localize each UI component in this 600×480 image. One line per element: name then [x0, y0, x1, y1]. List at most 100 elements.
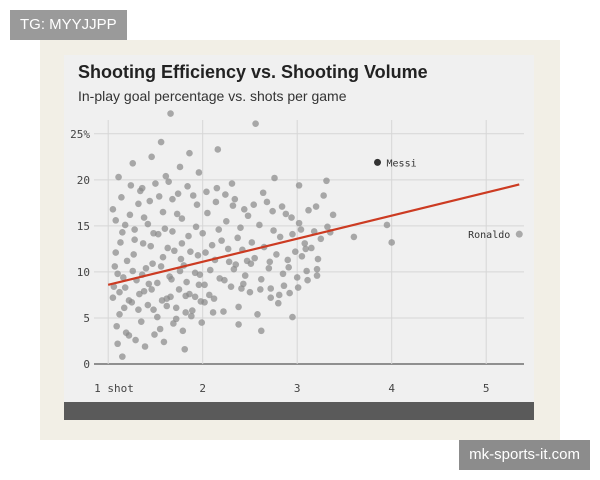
- data-point: [323, 177, 330, 185]
- data-point: [184, 182, 191, 190]
- data-point: [114, 340, 121, 348]
- data-point: [252, 120, 259, 127]
- data-point: [125, 297, 133, 304]
- data-point: [189, 192, 197, 199]
- data-point: [201, 299, 208, 306]
- data-point: [210, 295, 218, 302]
- data-point: [192, 223, 200, 231]
- data-point: [289, 230, 296, 238]
- data-point: [164, 244, 172, 252]
- data-point: [182, 309, 189, 316]
- data-point: [218, 237, 225, 244]
- data-point: [111, 263, 119, 270]
- data-point: [174, 190, 182, 197]
- data-point: [132, 336, 139, 344]
- data-point: [109, 294, 117, 302]
- data-point: [135, 306, 142, 313]
- data-point: [145, 280, 153, 288]
- data-point: [224, 245, 232, 253]
- highlight-point: [515, 230, 523, 238]
- data-point: [131, 236, 138, 243]
- data-point: [329, 211, 337, 219]
- data-point: [202, 249, 209, 256]
- watermark-bottom: mk-sports-it.com: [459, 440, 590, 470]
- data-point: [115, 173, 122, 181]
- data-point: [279, 270, 287, 278]
- data-point: [241, 272, 249, 279]
- data-point: [157, 263, 165, 270]
- data-point: [263, 198, 271, 206]
- data-point: [305, 206, 312, 214]
- data-point: [179, 327, 187, 335]
- data-point: [144, 220, 152, 228]
- scatter-plot: Messi Ronaldo 0 5 10 15 20 25% 1 shot 2 3 4 5: [70, 110, 524, 395]
- chart-subtitle: In-play goal percentage vs. shots per ga…: [78, 88, 347, 104]
- data-point: [206, 266, 214, 274]
- data-point: [193, 201, 201, 209]
- data-point: [247, 260, 255, 267]
- data-point: [303, 267, 310, 275]
- data-point: [129, 159, 137, 167]
- y-tick-label: 25%: [70, 128, 90, 141]
- data-point: [266, 258, 274, 266]
- data-point: [127, 182, 135, 189]
- data-point: [308, 244, 315, 252]
- data-point: [297, 226, 305, 233]
- data-point: [317, 235, 325, 243]
- data-point: [271, 174, 278, 182]
- data-point: [220, 308, 227, 315]
- data-point: [238, 285, 245, 292]
- data-point: [313, 272, 321, 279]
- data-point: [246, 288, 254, 296]
- data-point: [214, 146, 222, 153]
- data-point: [257, 327, 265, 335]
- data-point: [169, 228, 176, 235]
- data-point: [122, 329, 130, 336]
- data-point: [187, 248, 194, 255]
- data-point: [280, 282, 288, 290]
- chart-title: Shooting Efficiency vs. Shooting Volume: [78, 62, 428, 82]
- highlighted-players: Messi Ronaldo: [374, 158, 523, 241]
- data-point: [114, 270, 121, 278]
- data-point: [304, 276, 311, 284]
- data-point: [142, 264, 150, 272]
- data-point: [265, 264, 273, 272]
- data-point: [112, 249, 120, 256]
- data-point: [131, 226, 138, 233]
- data-point: [146, 197, 154, 205]
- data-point: [176, 163, 184, 171]
- data-point: [227, 283, 235, 290]
- data-point: [270, 227, 277, 234]
- data-point: [136, 290, 143, 298]
- data-point: [234, 234, 241, 242]
- data-point: [208, 241, 216, 249]
- data-point: [213, 184, 221, 192]
- data-point: [269, 207, 276, 215]
- data-point: [148, 286, 155, 293]
- data-point: [235, 321, 242, 328]
- data-point: [286, 289, 293, 297]
- data-point: [156, 325, 164, 333]
- data-point: [278, 203, 286, 210]
- data-point: [181, 345, 189, 353]
- data-point: [121, 221, 129, 229]
- data-point: [163, 302, 171, 310]
- y-tick-label: 20: [77, 174, 90, 187]
- data-point: [302, 245, 309, 253]
- data-point: [230, 265, 238, 273]
- data-point: [228, 180, 236, 187]
- data-point: [293, 274, 301, 281]
- data-point: [120, 304, 128, 312]
- y-tick-label: 0: [83, 358, 90, 371]
- data-point: [119, 274, 127, 281]
- data-point: [126, 211, 134, 219]
- data-point: [324, 223, 331, 231]
- highlight-label: Ronaldo: [468, 230, 510, 241]
- data-point: [205, 291, 213, 299]
- data-point: [273, 251, 280, 258]
- data-point: [248, 239, 256, 246]
- data-point: [194, 252, 202, 259]
- x-tick-label: 3: [294, 382, 301, 395]
- data-point: [144, 301, 152, 309]
- data-point: [159, 208, 167, 216]
